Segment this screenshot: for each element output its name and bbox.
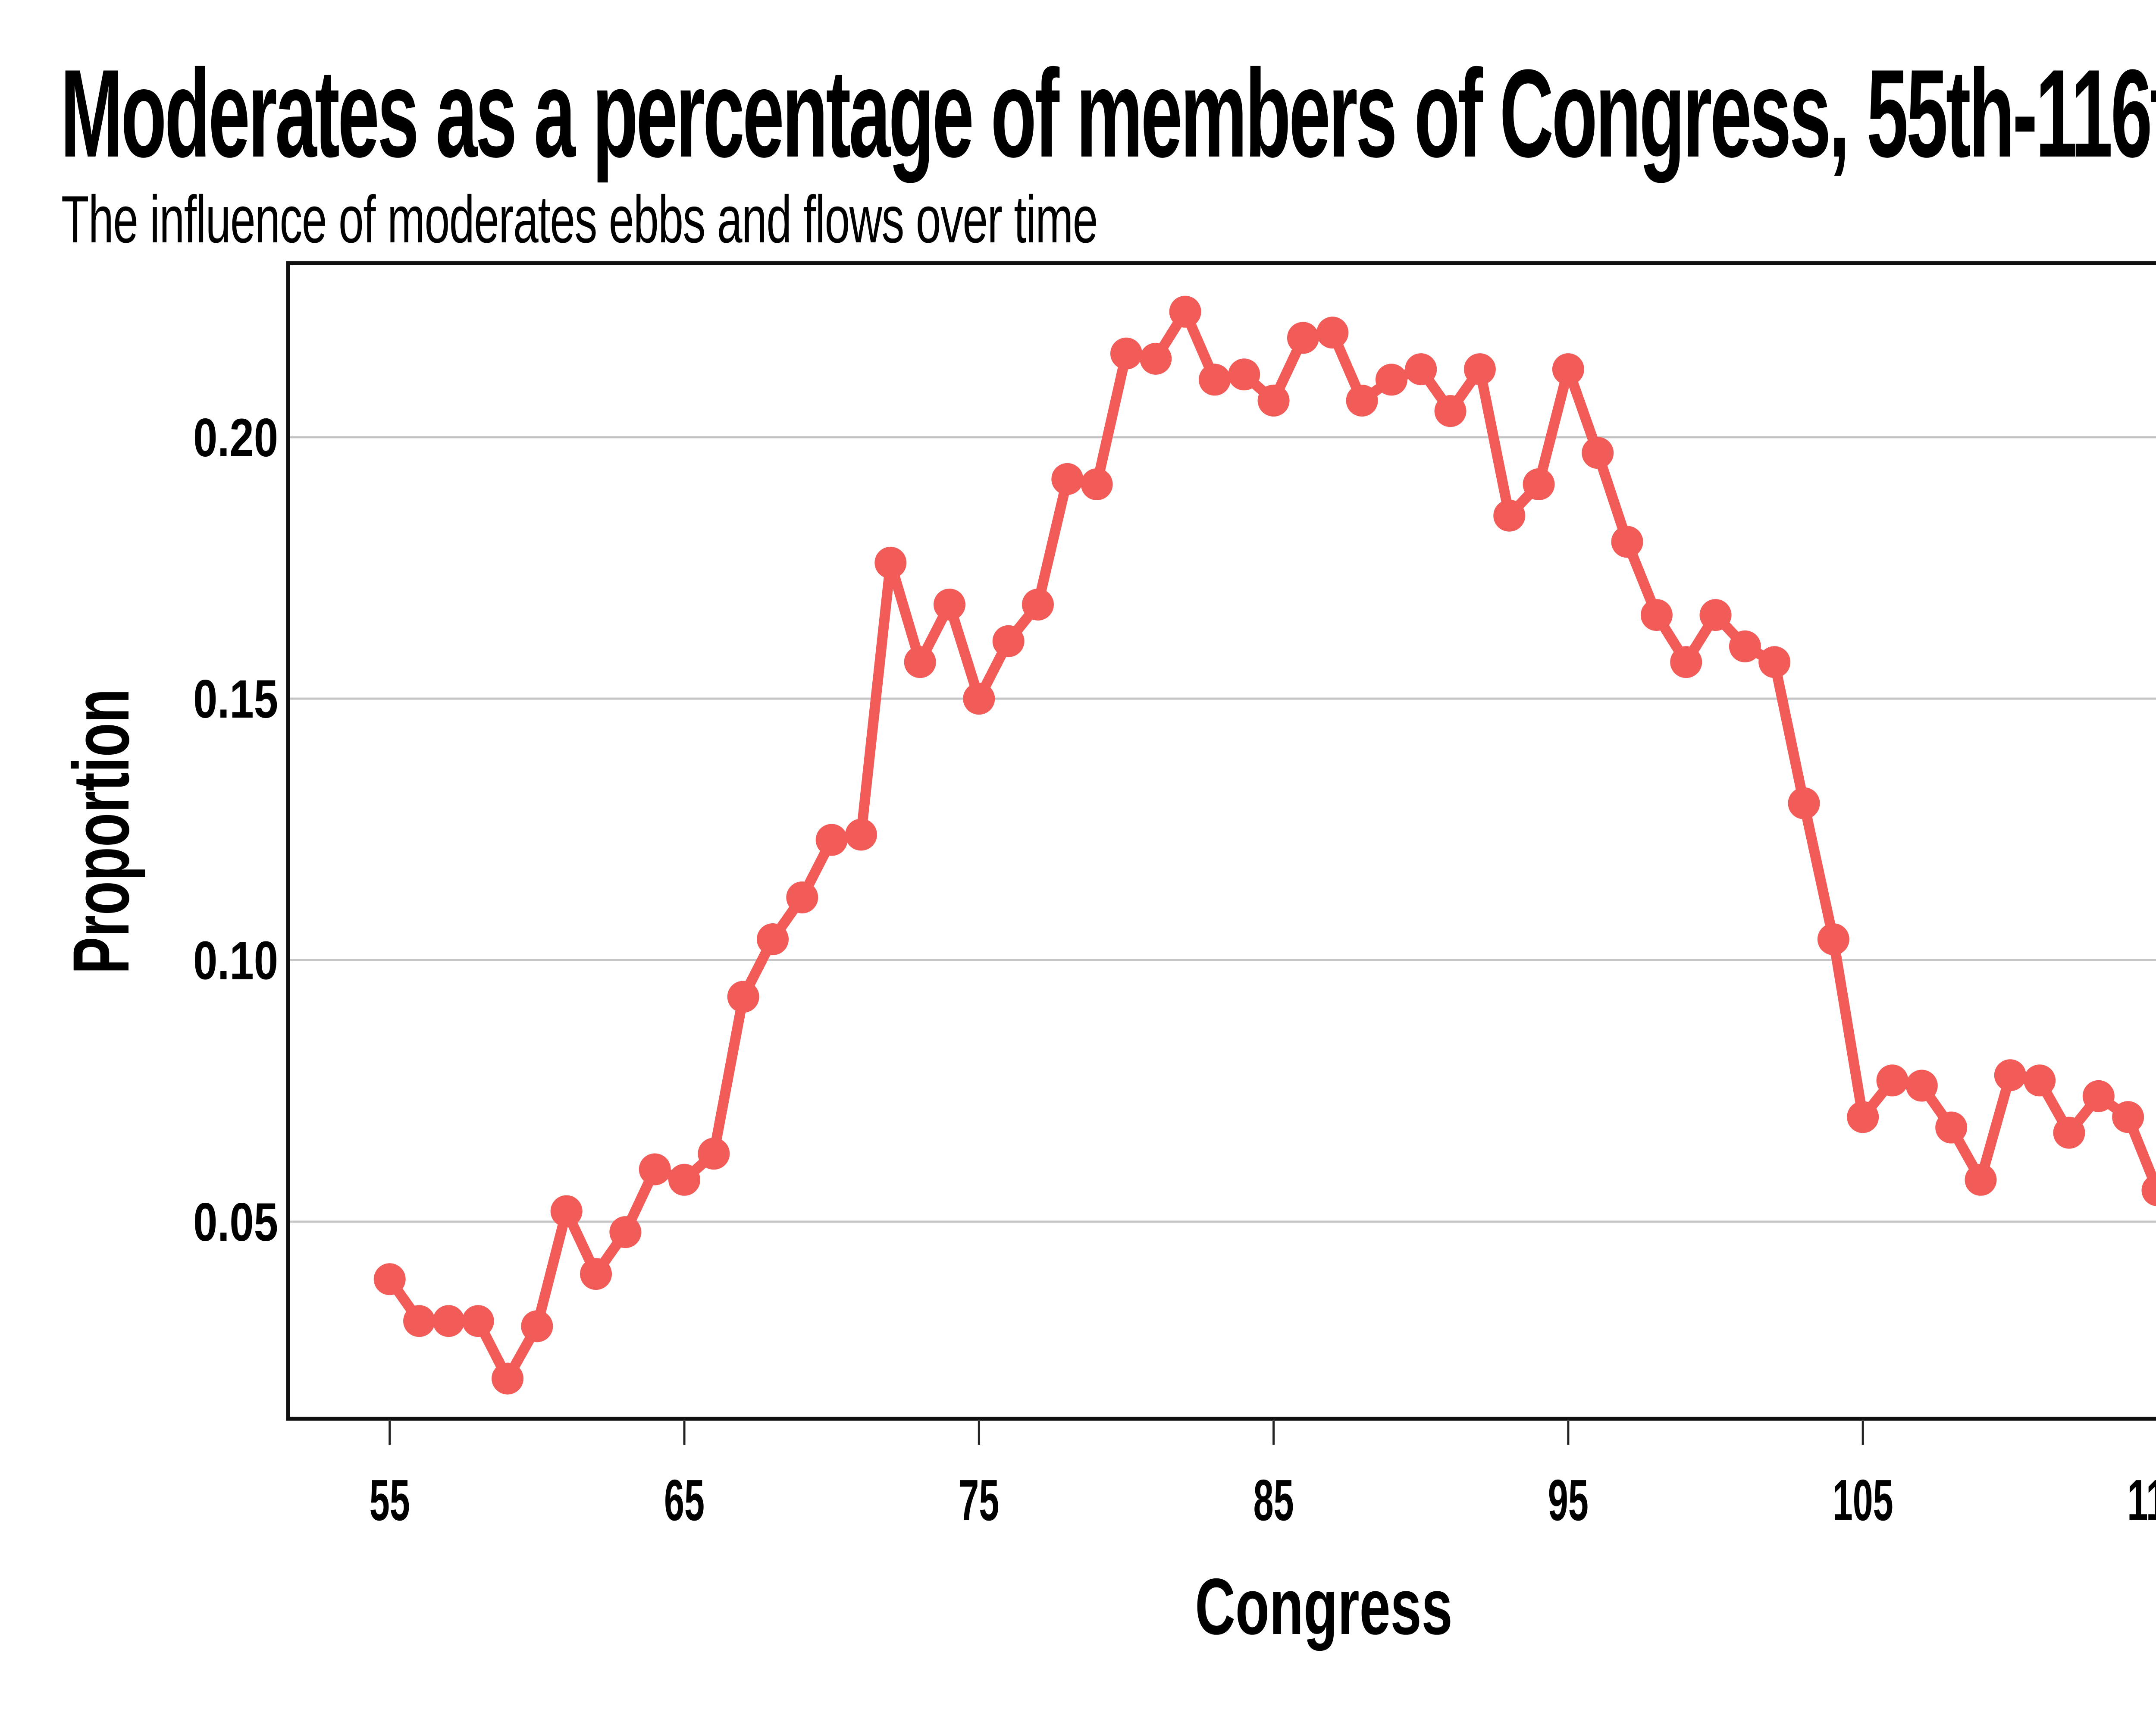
x-tick-label: 75 [959,1468,999,1533]
data-point [1140,342,1172,375]
data-point [992,625,1025,657]
data-point [2082,1080,2115,1112]
data-point [786,881,818,913]
data-point [1847,1101,1879,1133]
data-point [580,1258,612,1290]
data-point [1758,646,1791,678]
data-point [963,683,995,715]
data-point [2112,1101,2144,1133]
data-point [1316,317,1349,349]
data-point [1257,384,1290,417]
data-point [1523,468,1555,500]
data-point [1081,468,1113,500]
data-point [668,1164,701,1196]
data-point [1493,499,1526,532]
data-point [2141,1174,2156,1206]
data-point [1228,358,1260,391]
data-point [727,981,759,1013]
data-point [1905,1070,1938,1102]
data-point [1198,364,1231,396]
data-point [1876,1064,1908,1097]
data-point [2024,1064,2056,1097]
x-tick-label: 55 [370,1468,410,1533]
y-tick-label: 0.05 [193,1192,278,1252]
x-tick-label: 115 [2127,1468,2156,1533]
data-point [462,1305,494,1337]
data-point [492,1362,524,1395]
data-point [1463,353,1496,386]
x-tick-label: 85 [1253,1468,1294,1533]
data-point [1582,437,1614,469]
data-point [1729,630,1761,662]
data-point [1405,353,1437,386]
data-point [403,1305,436,1337]
data-point [933,588,965,621]
data-point [521,1310,553,1342]
data-point [845,819,877,851]
data-point [639,1153,671,1186]
data-point [1552,353,1584,386]
data-point [1699,599,1732,631]
data-point [815,824,848,856]
data-point [373,1263,406,1295]
panel-border [286,261,2156,1421]
data-point [1375,364,1407,396]
data-point [1640,599,1673,631]
data-point [1110,337,1142,370]
data-point [1935,1111,1968,1144]
chart-subtitle: The influence of moderates ebbs and flow… [61,182,1098,257]
y-tick-label: 0.20 [193,408,278,468]
data-point [1169,295,1201,328]
data-point [874,546,907,579]
data-point [1346,384,1378,417]
data-point [1051,463,1084,495]
data-point [2053,1117,2085,1149]
data-point [1817,923,1849,955]
y-tick-label: 0.15 [193,669,278,729]
data-point [1994,1059,2026,1091]
data-point [1965,1164,1997,1196]
data-point [609,1216,642,1248]
y-tick-label: 0.10 [193,931,278,991]
data-point [904,646,936,678]
chart-title: Moderates as a percentage of members of … [60,51,2156,183]
data-point [432,1305,465,1337]
x-axis-title: Congress [1195,1562,1453,1651]
data-point [1611,526,1643,558]
data-point [757,923,789,955]
data-point [1287,322,1319,354]
data-point [698,1138,730,1170]
trend-line [384,306,2156,1384]
data-point [550,1195,583,1227]
chart-title-container: Moderates as a percentage of members of … [60,51,2156,185]
x-tick-label: 105 [1833,1468,1893,1533]
data-point [1434,395,1467,427]
x-tick-label: 95 [1548,1468,1589,1533]
data-point [1022,588,1054,621]
data-point [1788,787,1820,819]
data-point [1670,646,1702,678]
y-axis-title: Proportion [57,689,146,974]
x-tick-label: 65 [664,1468,705,1533]
